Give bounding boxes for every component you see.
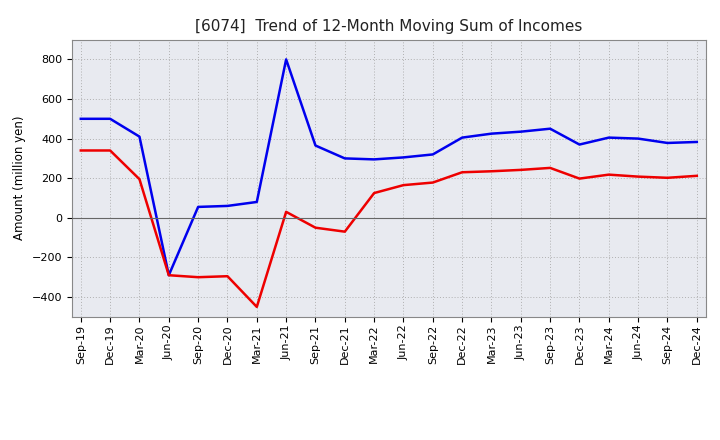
Ordinary Income bbox=[135, 134, 144, 139]
Net Income bbox=[487, 169, 496, 174]
Net Income bbox=[282, 209, 290, 214]
Net Income bbox=[341, 229, 349, 234]
Title: [6074]  Trend of 12-Month Moving Sum of Incomes: [6074] Trend of 12-Month Moving Sum of I… bbox=[195, 19, 582, 34]
Net Income bbox=[634, 174, 642, 179]
Ordinary Income bbox=[428, 152, 437, 157]
Net Income bbox=[516, 167, 525, 172]
Ordinary Income bbox=[341, 156, 349, 161]
Ordinary Income bbox=[194, 204, 202, 209]
Net Income bbox=[164, 272, 173, 278]
Net Income bbox=[223, 274, 232, 279]
Net Income bbox=[575, 176, 584, 181]
Y-axis label: Amount (million yen): Amount (million yen) bbox=[13, 116, 26, 240]
Net Income bbox=[663, 175, 672, 180]
Ordinary Income bbox=[663, 140, 672, 146]
Net Income bbox=[106, 148, 114, 153]
Net Income bbox=[428, 180, 437, 185]
Ordinary Income bbox=[575, 142, 584, 147]
Ordinary Income bbox=[546, 126, 554, 131]
Ordinary Income bbox=[253, 199, 261, 205]
Ordinary Income bbox=[634, 136, 642, 141]
Ordinary Income bbox=[282, 57, 290, 62]
Ordinary Income bbox=[487, 131, 496, 136]
Net Income bbox=[458, 169, 467, 175]
Net Income bbox=[370, 191, 379, 196]
Ordinary Income bbox=[458, 135, 467, 140]
Line: Net Income: Net Income bbox=[81, 150, 697, 307]
Ordinary Income bbox=[106, 116, 114, 121]
Net Income bbox=[194, 275, 202, 280]
Net Income bbox=[693, 173, 701, 179]
Ordinary Income bbox=[399, 155, 408, 160]
Net Income bbox=[76, 148, 85, 153]
Net Income bbox=[253, 304, 261, 310]
Net Income bbox=[135, 176, 144, 182]
Net Income bbox=[546, 165, 554, 171]
Ordinary Income bbox=[516, 129, 525, 134]
Net Income bbox=[399, 183, 408, 188]
Ordinary Income bbox=[164, 272, 173, 278]
Line: Ordinary Income: Ordinary Income bbox=[81, 59, 697, 275]
Ordinary Income bbox=[311, 143, 320, 148]
Ordinary Income bbox=[605, 135, 613, 140]
Ordinary Income bbox=[223, 203, 232, 209]
Net Income bbox=[311, 225, 320, 231]
Ordinary Income bbox=[693, 139, 701, 145]
Ordinary Income bbox=[370, 157, 379, 162]
Net Income bbox=[605, 172, 613, 177]
Ordinary Income bbox=[76, 116, 85, 121]
